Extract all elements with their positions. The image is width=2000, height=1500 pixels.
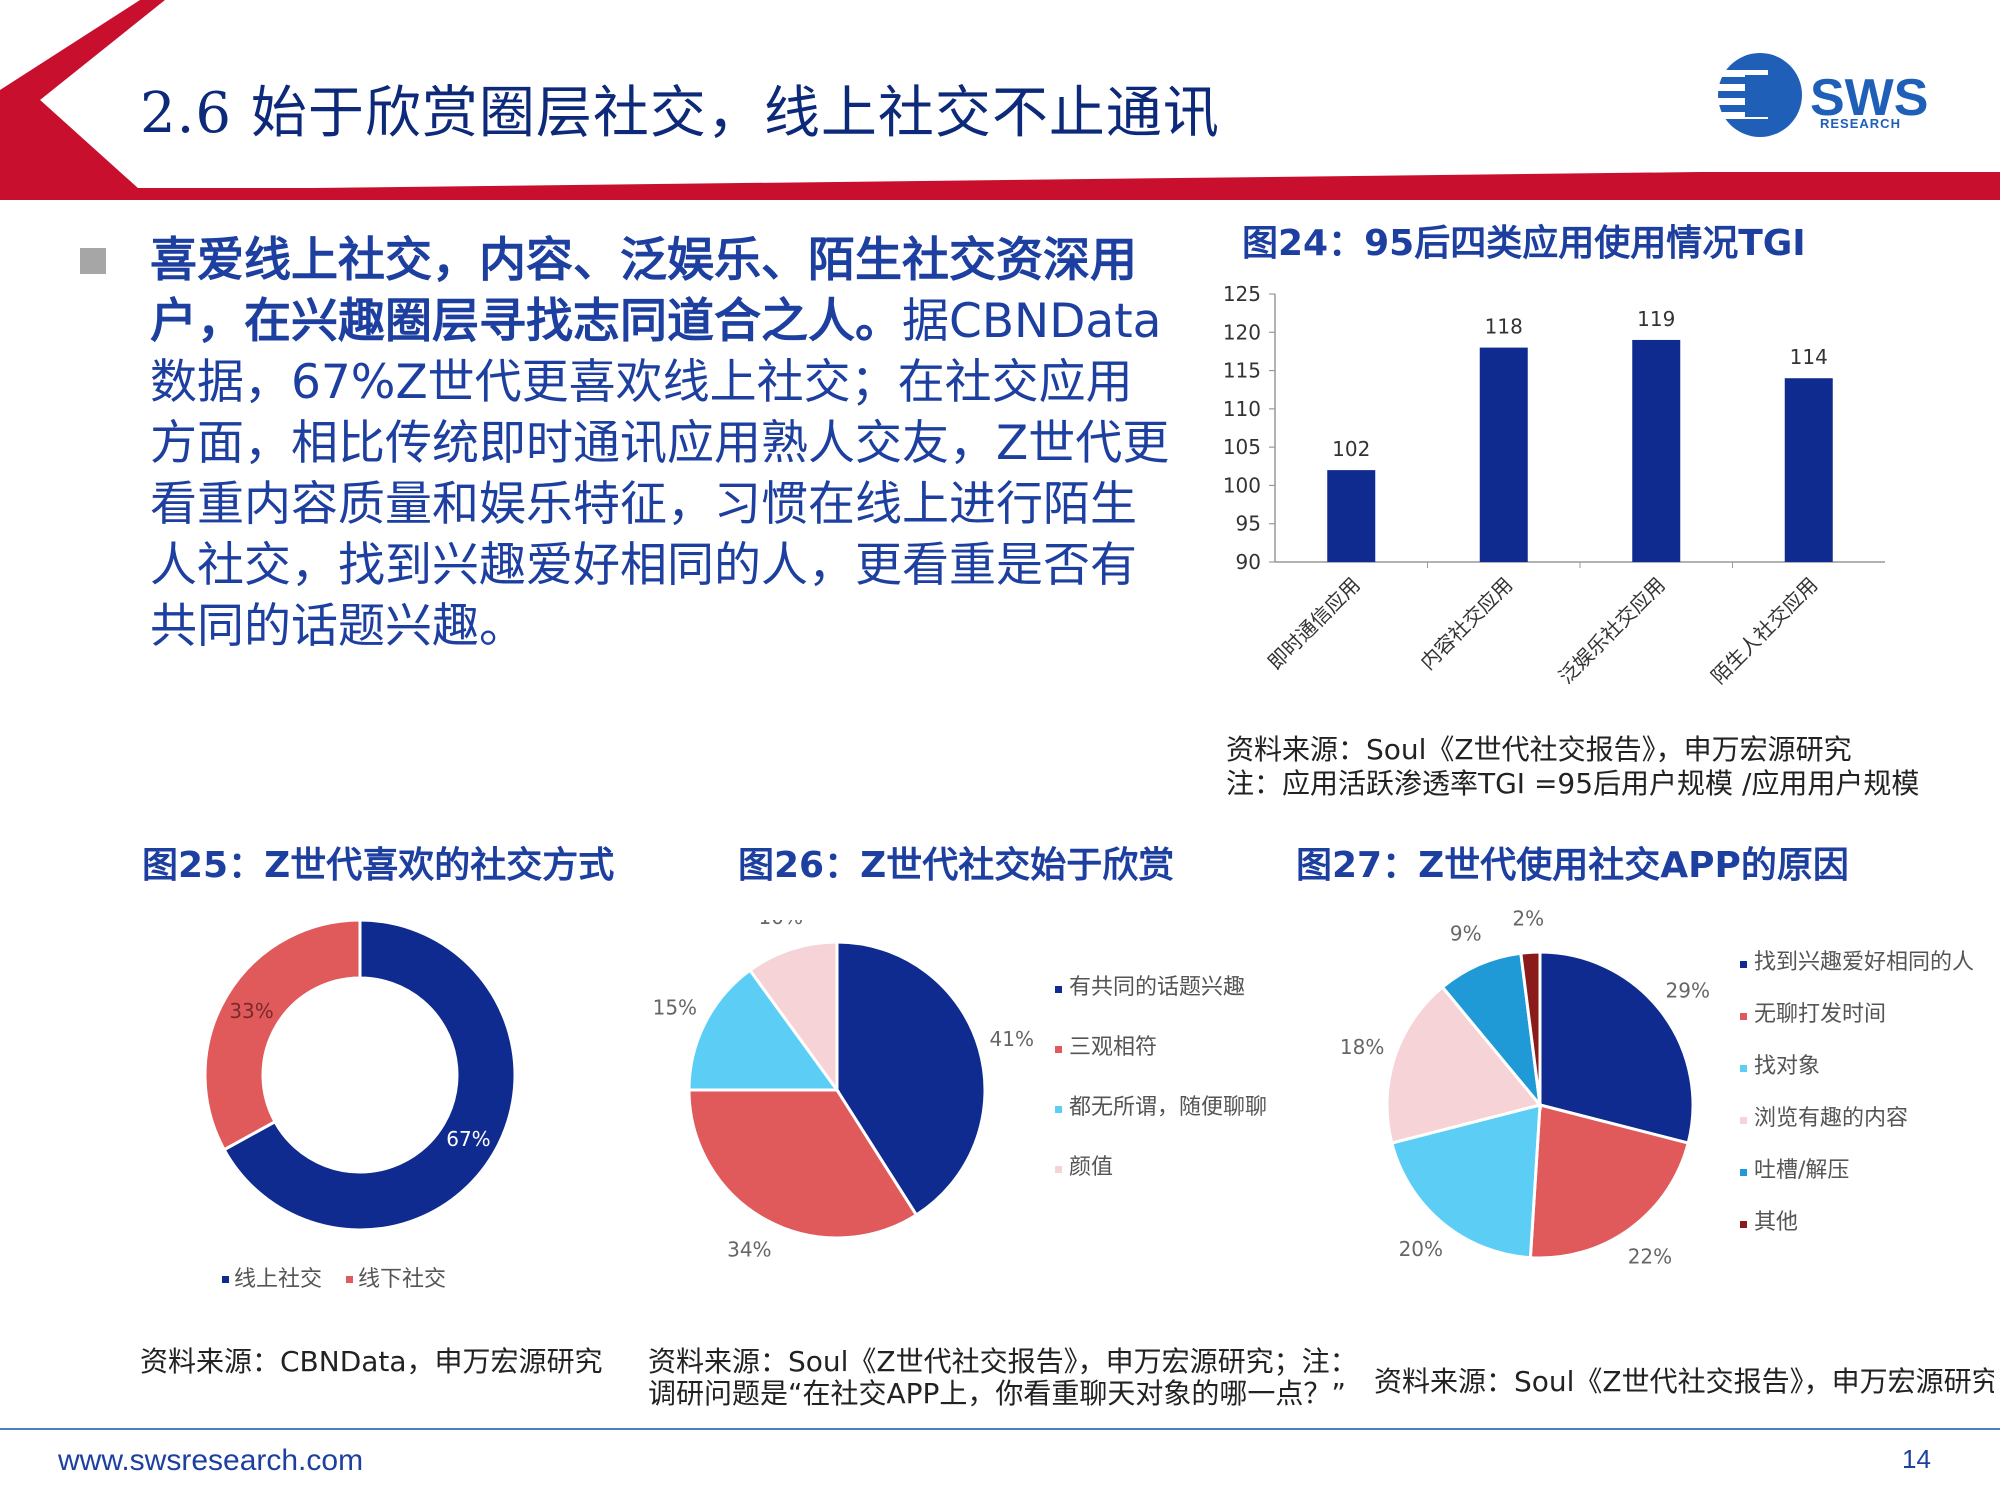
pie-value-label: 18% <box>1340 1035 1384 1059</box>
legend-label: 颜值 <box>1069 1155 1113 1180</box>
pie-value-label: 20% <box>1399 1237 1443 1261</box>
legend-swatch <box>1740 961 1747 968</box>
pie-value-label: 29% <box>1666 978 1710 1002</box>
y-tick-label: 105 <box>1223 435 1261 459</box>
pie-slice <box>1538 950 1695 1145</box>
legend-label: 吐槽/解压 <box>1754 1158 1849 1183</box>
pie-value-label: 9% <box>1450 921 1482 945</box>
pie-value-label: 22% <box>1628 1244 1672 1268</box>
y-tick-label: 95 <box>1236 512 1261 536</box>
x-tick-label: 泛娱乐社交应用 <box>1554 573 1670 689</box>
pie-value-label: 10% <box>759 920 803 929</box>
fig24-bar-chart: 90 95 100 105 110 115 120 125 102 即时通信应用 118 内容社交应用… <box>1223 282 1885 689</box>
pie-slice <box>1528 1103 1691 1260</box>
legend-swatch <box>1740 1117 1747 1124</box>
sws-logo-icon <box>1712 53 1802 137</box>
pie-value-label: 34% <box>727 1237 771 1261</box>
red-underline <box>0 188 2000 200</box>
fig24-title: 图24：95后四类应用使用情况TGI <box>1242 223 1806 264</box>
y-tick-label: 115 <box>1223 359 1261 383</box>
bar <box>1327 470 1376 562</box>
logo-text: SWS <box>1810 69 1929 127</box>
pie-slice <box>1440 951 1543 1110</box>
bullet-square-icon <box>80 248 106 274</box>
fig27-title: 图27：Z世代使用社交APP的原因 <box>1296 845 1849 886</box>
legend-swatch <box>1740 1221 1747 1228</box>
fig25-donut-chart: 67% 33% 线上社交 线下社交 <box>203 920 517 1290</box>
footer-divider <box>0 1428 2000 1430</box>
fig27-pie-chart: 29% 22% 20% 18% 9% 2% 找到兴趣爱好相同的人无聊打发时间找对象浏览有趣的… <box>1340 906 1974 1268</box>
pie-slice <box>222 920 517 1232</box>
legend-label: 有共同的话题兴趣 <box>1069 975 1245 1000</box>
x-tick-label: 陌生人社交应用 <box>1706 573 1822 689</box>
bar-value-label: 118 <box>1485 315 1523 339</box>
pie-slice <box>687 968 840 1092</box>
pie-value-label: 41% <box>990 1027 1034 1051</box>
body-bold-text: 喜爱线上社交，内容、泛娱乐、陌生社交资深用户，在兴趣圈层寻找志同道合之人。 <box>150 233 1137 349</box>
page-number: 14 <box>1902 1444 1931 1474</box>
x-tick-label: 内容社交应用 <box>1415 573 1517 675</box>
y-tick-label: 110 <box>1223 397 1261 421</box>
logo-subtext: RESEARCH <box>1820 116 1901 131</box>
legend-label: 浏览有趣的内容 <box>1754 1106 1908 1131</box>
legend-label: 找对象 <box>1754 1054 1820 1079</box>
pie-value-label: 33% <box>229 999 273 1023</box>
legend-swatch <box>1055 1166 1062 1173</box>
fig25-source: 资料来源：CBNData，申万宏源研究 <box>140 1345 603 1378</box>
pie-slice <box>1519 950 1542 1106</box>
fig26-source-line2: 调研问题是“在社交APP上，你看重聊天对象的哪一点？” <box>648 1377 1346 1410</box>
legend-swatch <box>1055 1046 1062 1053</box>
bar-value-label: 114 <box>1790 345 1828 369</box>
fig24-note: 注：应用活跃渗透率TGI =95后用户规模 /应用用户规模 <box>1226 767 1920 800</box>
legend-label: 都无所谓，随便聊聊 <box>1069 1095 1267 1120</box>
footer-url-link[interactable]: www.swsresearch.com <box>58 1444 364 1477</box>
fig27-source: 资料来源：Soul《Z世代社交报告》，申万宏源研究 <box>1374 1365 1994 1398</box>
x-tick-label: 即时通信应用 <box>1263 573 1365 675</box>
legend-label: 线上社交 <box>234 1267 322 1290</box>
legend-swatch <box>1740 1013 1747 1020</box>
legend-label: 线下社交 <box>358 1267 446 1290</box>
legend-label: 其他 <box>1754 1210 1798 1235</box>
bar <box>1632 339 1681 562</box>
body-normal-text: 据CBNData数据，67%Z世代更喜欢线上社交；在社交应用方面，相比传统即时通… <box>150 294 1170 654</box>
pie-slice <box>203 920 362 1152</box>
bar <box>1479 347 1528 562</box>
bar <box>1784 378 1833 562</box>
y-tick-label: 90 <box>1236 550 1261 574</box>
y-tick-label: 120 <box>1223 320 1261 344</box>
bar-value-label: 102 <box>1332 437 1370 461</box>
y-tick-label: 125 <box>1223 282 1261 306</box>
bar-value-label: 119 <box>1637 307 1675 331</box>
legend-label: 无聊打发时间 <box>1754 1002 1886 1027</box>
legend-swatch <box>1740 1065 1747 1072</box>
fig24-source: 资料来源：Soul《Z世代社交报告》，申万宏源研究 <box>1226 733 1852 766</box>
legend-swatch <box>222 1276 229 1283</box>
pie-value-label: 67% <box>446 1127 490 1151</box>
body-paragraph: 喜爱线上社交，内容、泛娱乐、陌生社交资深用户，在兴趣圈层寻找志同道合之人。据CB… <box>150 230 1170 657</box>
y-tick-label: 100 <box>1223 473 1261 497</box>
pie-value-label: 15% <box>653 995 697 1019</box>
legend-swatch <box>1055 1106 1062 1113</box>
legend-label: 找到兴趣爱好相同的人 <box>1754 950 1974 975</box>
header-banner <box>0 0 2000 200</box>
legend-label: 三观相符 <box>1069 1035 1157 1060</box>
legend-swatch <box>1055 986 1062 993</box>
pie-slice <box>1385 984 1543 1145</box>
page-title: 2.6 始于欣赏圈层社交，线上社交不止通讯 <box>140 81 1220 146</box>
fig25-title: 图25：Z世代喜欢的社交方式 <box>142 845 615 886</box>
pie-slice <box>1389 1103 1542 1260</box>
pie-value-label: 2% <box>1512 906 1544 930</box>
pie-slice <box>687 1088 919 1240</box>
legend-swatch <box>346 1276 353 1283</box>
pie-slice <box>747 940 839 1095</box>
fig26-source-line1: 资料来源：Soul《Z世代社交报告》，申万宏源研究；注： <box>648 1345 1358 1378</box>
legend-swatch <box>1740 1169 1747 1176</box>
fig26-title: 图26：Z世代社交始于欣赏 <box>738 845 1175 886</box>
